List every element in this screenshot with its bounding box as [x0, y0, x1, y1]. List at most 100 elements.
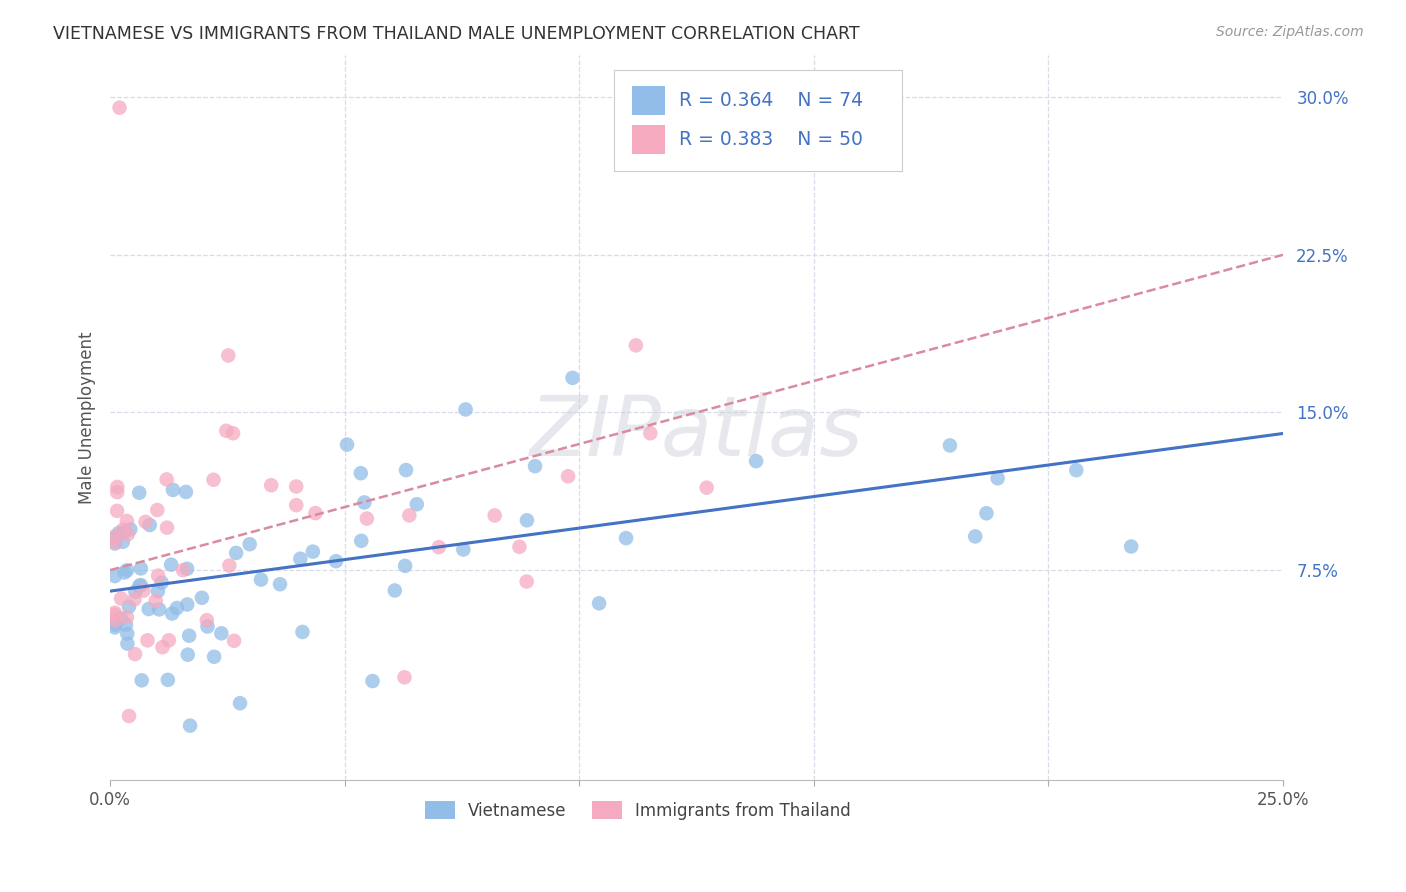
Point	[177, 648, 200, 662]
Point	[131, 673, 153, 688]
Point	[454, 402, 477, 417]
Point	[987, 471, 1010, 485]
Text: ZIPatlas: ZIPatlas	[530, 392, 863, 473]
Point	[115, 514, 138, 528]
Point	[111, 534, 134, 549]
Point	[104, 620, 127, 634]
Point	[302, 544, 325, 558]
Text: R = 0.364    N = 74: R = 0.364 N = 74	[679, 91, 863, 111]
Point	[290, 551, 312, 566]
Point	[156, 521, 179, 535]
Point	[218, 558, 240, 573]
Point	[146, 568, 169, 582]
Point	[117, 637, 139, 651]
Point	[427, 540, 450, 554]
Text: VIETNAMESE VS IMMIGRANTS FROM THAILAND MALE UNEMPLOYMENT CORRELATION CHART: VIETNAMESE VS IMMIGRANTS FROM THAILAND M…	[53, 25, 860, 43]
Point	[112, 523, 135, 537]
Point	[105, 504, 128, 518]
Point	[394, 558, 416, 573]
Point	[361, 674, 384, 689]
Point	[336, 437, 359, 451]
Point	[105, 485, 128, 500]
Point	[179, 719, 201, 733]
Point	[179, 629, 201, 643]
Point	[394, 670, 416, 684]
Point	[965, 529, 987, 543]
Point	[124, 592, 146, 607]
Point	[104, 613, 127, 627]
Y-axis label: Male Unemployment: Male Unemployment	[79, 332, 96, 504]
Point	[110, 611, 132, 625]
Point	[104, 607, 127, 622]
Point	[395, 463, 418, 477]
Point	[166, 601, 188, 615]
Point	[285, 479, 308, 493]
Point	[110, 591, 132, 606]
Point	[745, 454, 768, 468]
Point	[229, 696, 252, 710]
Point	[104, 530, 127, 544]
Point	[524, 459, 547, 474]
Point	[162, 483, 184, 497]
Point	[557, 469, 579, 483]
Point	[135, 515, 157, 529]
Point	[176, 562, 198, 576]
Point	[138, 602, 160, 616]
Point	[124, 647, 146, 661]
Point	[350, 533, 373, 548]
Point	[588, 596, 610, 610]
Point	[222, 426, 245, 441]
Point	[1064, 463, 1087, 477]
Point	[114, 566, 136, 580]
Point	[508, 540, 530, 554]
Point	[453, 542, 475, 557]
Point	[939, 438, 962, 452]
Point	[384, 583, 406, 598]
Point	[118, 599, 141, 614]
Point	[325, 554, 347, 568]
Legend: Vietnamese, Immigrants from Thailand: Vietnamese, Immigrants from Thailand	[419, 795, 858, 826]
Point	[145, 594, 167, 608]
Point	[640, 426, 662, 441]
Point	[128, 579, 150, 593]
Point	[222, 633, 245, 648]
Point	[157, 633, 180, 648]
Point	[120, 522, 142, 536]
Point	[146, 584, 169, 599]
Point	[104, 606, 127, 620]
Point	[356, 511, 378, 525]
Point	[132, 583, 155, 598]
Point	[250, 573, 273, 587]
Point	[191, 591, 214, 605]
Point	[696, 481, 718, 495]
Point	[172, 563, 194, 577]
Point	[624, 338, 647, 352]
Point	[291, 624, 314, 639]
Point	[129, 561, 152, 575]
Point	[516, 574, 538, 589]
Point	[561, 371, 583, 385]
Point	[139, 518, 162, 533]
Point	[104, 535, 127, 549]
Text: Source: ZipAtlas.com: Source: ZipAtlas.com	[1216, 25, 1364, 39]
Point	[215, 424, 238, 438]
Point	[484, 508, 506, 523]
Point	[398, 508, 420, 523]
Point	[405, 497, 427, 511]
Point	[202, 649, 225, 664]
Point	[136, 633, 159, 648]
Point	[285, 498, 308, 512]
Point	[104, 536, 127, 550]
Point	[117, 527, 139, 541]
Point	[148, 602, 170, 616]
Point	[104, 529, 127, 543]
Point	[239, 537, 262, 551]
Point	[197, 619, 219, 633]
Point	[104, 618, 127, 632]
Point	[174, 485, 197, 500]
Point	[115, 563, 138, 577]
Point	[269, 577, 291, 591]
Point	[129, 578, 152, 592]
Point	[114, 524, 136, 539]
Point	[124, 584, 146, 599]
